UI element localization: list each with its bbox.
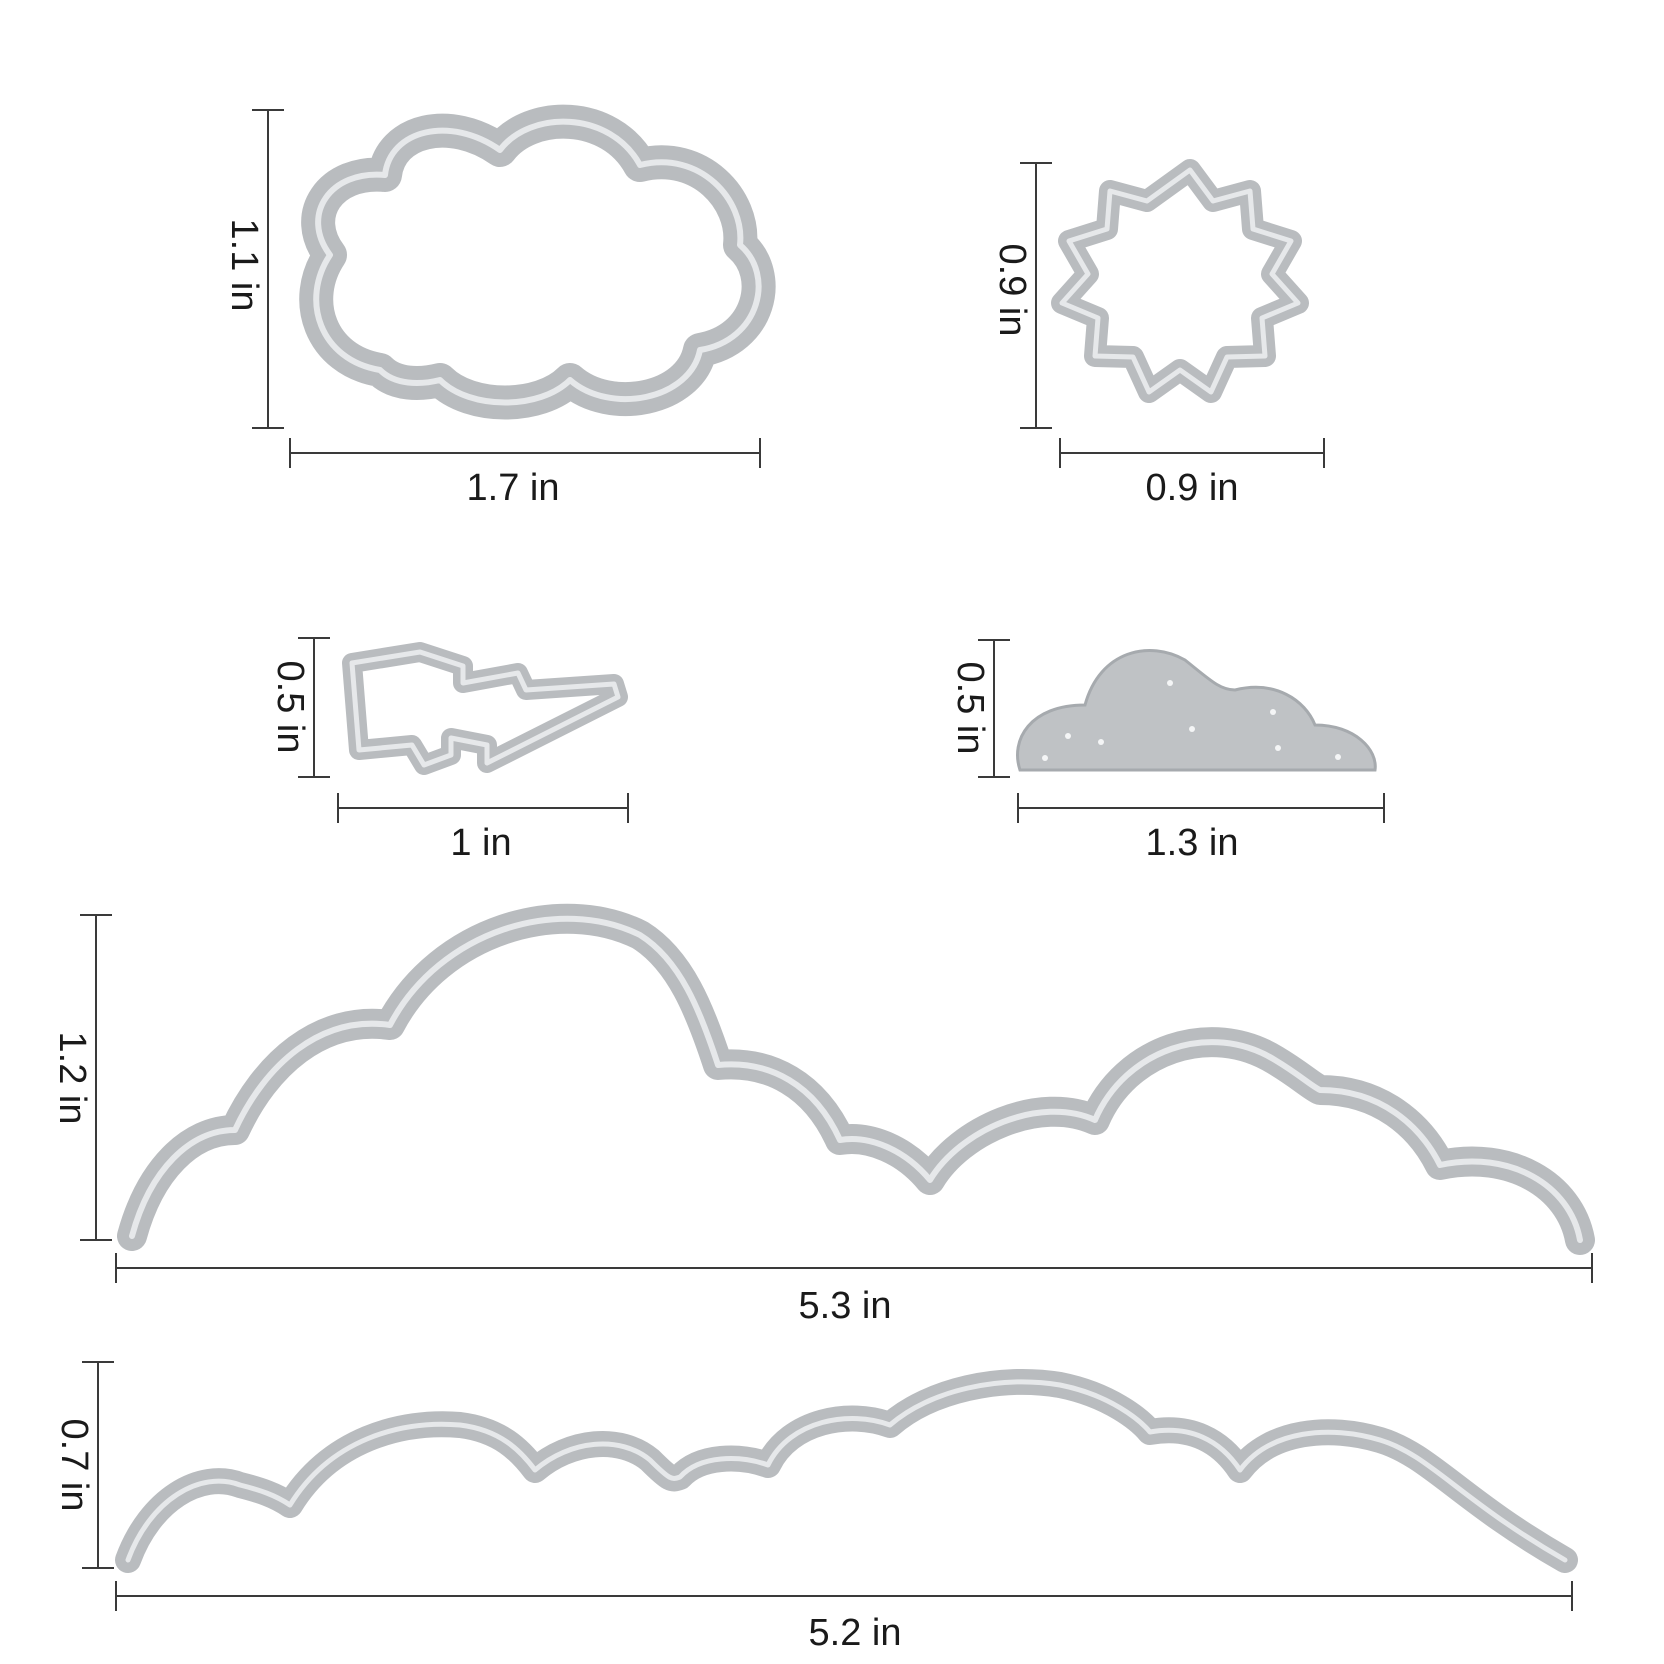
small-cloud-shape	[1016, 648, 1377, 772]
sun-frame-height-label: 0.9 in	[991, 244, 1033, 337]
small-cloud-width-label: 1.3 in	[1146, 822, 1239, 864]
sun-frame-width-label: 0.9 in	[1146, 467, 1239, 509]
lightning-bolt-die: 0.5 in 1 in	[269, 637, 629, 864]
small-cloud-die: 0.5 in 1.3 in	[949, 639, 1385, 864]
cloud-frame-width-label: 1.7 in	[467, 467, 560, 509]
large-cloud-border-die: 1.2 in 5.3 in	[51, 903, 1595, 1327]
large-cloud-border-shape	[117, 903, 1595, 1255]
lightning-bolt-width-label: 1 in	[450, 822, 511, 864]
small-cloud-border-die: 0.7 in 5.2 in	[53, 1361, 1578, 1654]
lightning-bolt-height-label: 0.5 in	[269, 661, 311, 754]
sun-frame-shape	[1051, 159, 1309, 403]
cloud-frame-shape	[299, 104, 776, 420]
small-cloud-height-label: 0.5 in	[949, 662, 991, 755]
cloud-frame-die: 1.1 in 1.7 in	[223, 104, 776, 509]
large-cloud-border-width-label: 5.3 in	[799, 1285, 892, 1327]
small-cloud-border-shape	[115, 1368, 1578, 1573]
small-cloud-border-height-label: 0.7 in	[53, 1419, 95, 1512]
small-cloud-border-width-label: 5.2 in	[809, 1612, 902, 1654]
large-cloud-border-height-label: 1.2 in	[51, 1032, 93, 1125]
sun-frame-die: 0.9 in 0.9 in	[991, 159, 1325, 509]
cloud-frame-height-label: 1.1 in	[223, 219, 265, 312]
